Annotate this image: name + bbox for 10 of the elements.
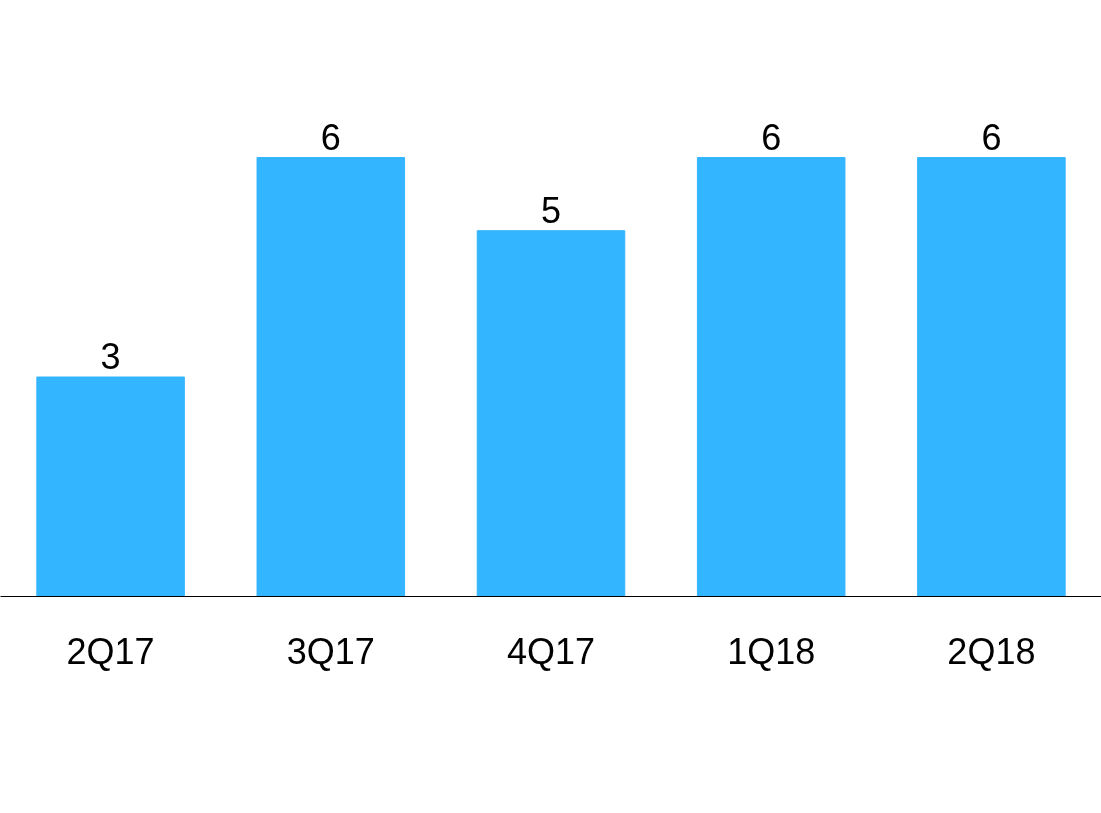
data-label: 6 (981, 116, 1002, 158)
x-tick-label: 4Q17 (506, 630, 596, 672)
x-tick-label: 1Q18 (727, 630, 816, 672)
data-label: 6 (320, 116, 341, 158)
data-label: 6 (761, 116, 782, 158)
x-tick-label: 3Q17 (286, 630, 375, 672)
data-label: 5 (540, 189, 562, 231)
data-label: 3 (100, 336, 121, 378)
x-tick-label: 2Q17 (66, 630, 155, 672)
x-tick-label: 2Q18 (947, 630, 1036, 672)
